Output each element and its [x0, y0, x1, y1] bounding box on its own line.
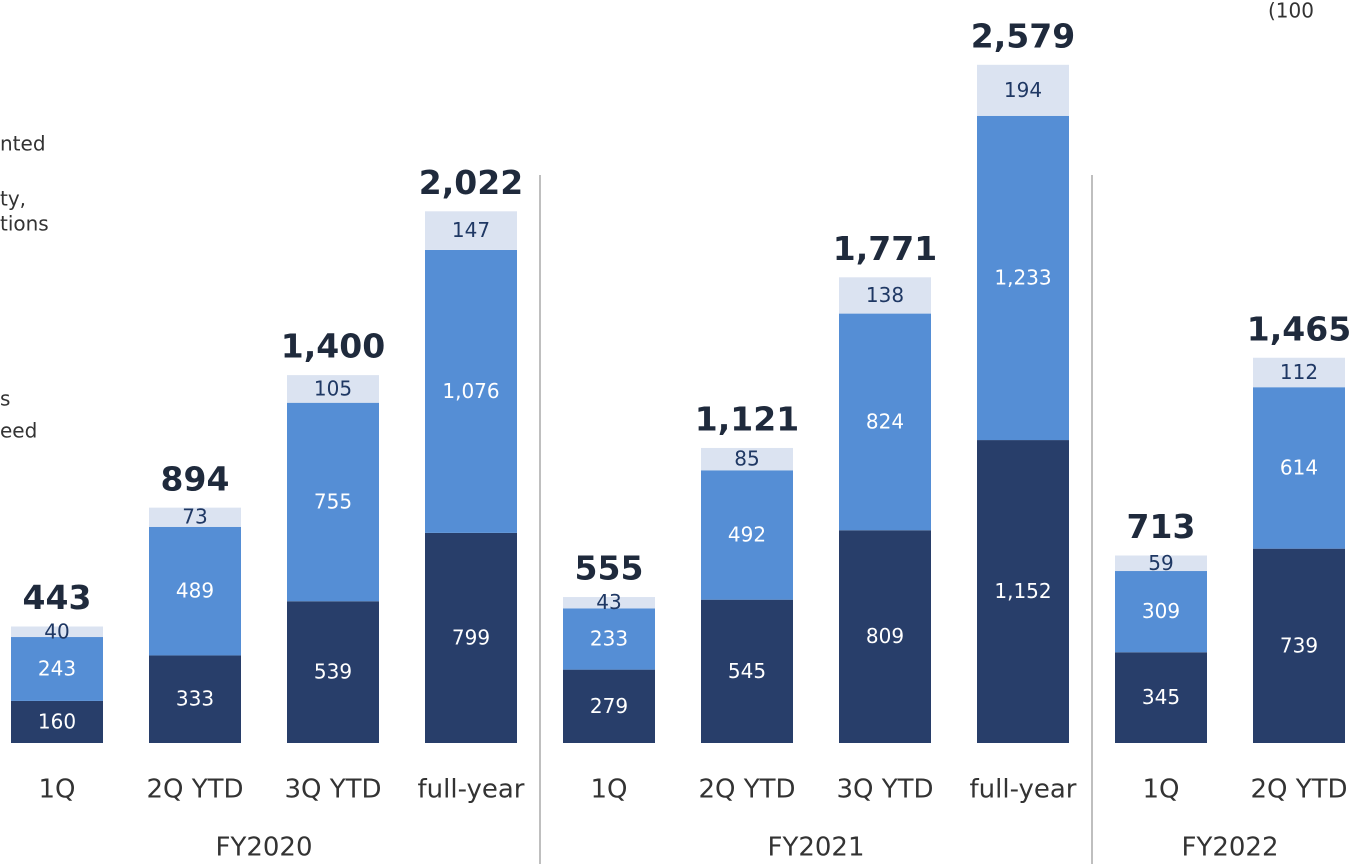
x-tick-label: full-year — [969, 775, 1076, 805]
x-tick-label: full-year — [417, 775, 524, 805]
segment-label: 1,233 — [994, 265, 1051, 289]
total-label: 1,465 — [1247, 309, 1351, 348]
segment-label: 147 — [452, 218, 490, 242]
x-tick-label: 1Q — [590, 775, 627, 805]
bar-segment — [1115, 555, 1207, 572]
segment-label: 614 — [1280, 455, 1318, 479]
bar-segment — [977, 115, 1069, 441]
bar-segment — [839, 530, 931, 743]
bar-segment — [287, 375, 379, 403]
segment-label: 345 — [1142, 685, 1180, 709]
bar-segment — [1253, 357, 1345, 388]
bar-segment — [563, 669, 655, 743]
bar-segment — [701, 599, 793, 743]
segment-label: 160 — [38, 709, 76, 733]
segment-label: 539 — [314, 660, 352, 684]
group-label: FY2020 — [215, 833, 312, 863]
x-tick-label: 2Q YTD — [146, 775, 243, 805]
legend-fragment: ty, — [0, 187, 26, 211]
bar-segment — [563, 597, 655, 609]
segment-label: 739 — [1280, 633, 1318, 657]
segment-label: 243 — [38, 656, 76, 680]
bar-segment — [839, 277, 931, 314]
segment-label: 824 — [866, 409, 904, 433]
total-label: 555 — [575, 549, 644, 588]
bar-segment — [839, 313, 931, 531]
bar-segment — [287, 601, 379, 743]
total-label: 2,579 — [971, 16, 1075, 55]
segment-label: 105 — [314, 376, 352, 400]
bar-segment — [1115, 652, 1207, 743]
group-label: FY2021 — [767, 833, 864, 863]
total-label: 2,022 — [419, 163, 523, 202]
bar-segment — [149, 507, 241, 527]
legend-fragment: nted — [0, 132, 46, 156]
segment-label: 1,076 — [442, 379, 499, 403]
bar-segment — [149, 526, 241, 656]
x-tick-label: 2Q YTD — [1250, 775, 1347, 805]
bar-segment — [11, 626, 103, 638]
bar-segment — [287, 402, 379, 602]
legend-fragment: s — [0, 387, 10, 411]
legend-fragment: eed — [0, 419, 37, 443]
bar-segment — [1115, 571, 1207, 653]
segment-label: 1,152 — [994, 579, 1051, 603]
bar-segment — [701, 470, 793, 600]
bar-segment — [977, 440, 1069, 743]
total-label: 1,400 — [281, 326, 385, 365]
unit-label: (100 — [1268, 0, 1314, 23]
segment-label: 85 — [734, 447, 759, 471]
segment-label: 799 — [452, 625, 490, 649]
segment-label: 279 — [590, 694, 628, 718]
bar-segment — [149, 655, 241, 743]
segment-label: 43 — [596, 590, 621, 614]
bar-segment — [425, 249, 517, 533]
total-label: 1,771 — [833, 229, 937, 268]
segment-label: 194 — [1004, 78, 1042, 102]
segment-label: 138 — [866, 283, 904, 307]
segment-label: 40 — [44, 619, 69, 643]
x-tick-label: 1Q — [38, 775, 75, 805]
x-tick-label: 1Q — [1142, 775, 1179, 805]
x-tick-label: 2Q YTD — [698, 775, 795, 805]
x-tick-label: 3Q YTD — [284, 775, 381, 805]
segment-label: 809 — [866, 624, 904, 648]
segment-label: 489 — [176, 579, 214, 603]
x-tick-label: 3Q YTD — [836, 775, 933, 805]
bar-segment — [425, 211, 517, 250]
segment-label: 545 — [728, 659, 766, 683]
segment-label: 233 — [590, 626, 628, 650]
bar-segment — [1253, 387, 1345, 549]
group-label: FY2022 — [1181, 833, 1278, 863]
bar-segment — [563, 608, 655, 670]
total-label: 713 — [1127, 507, 1196, 546]
segment-label: 755 — [314, 489, 352, 513]
bar-segment — [11, 700, 103, 743]
bar-segment — [1253, 548, 1345, 743]
segment-label: 333 — [176, 687, 214, 711]
total-label: 1,121 — [695, 400, 799, 439]
segment-label: 309 — [1142, 599, 1180, 623]
total-label: 443 — [23, 578, 92, 617]
segment-label: 112 — [1280, 360, 1318, 384]
segment-label: 492 — [728, 522, 766, 546]
legend-fragment: tions — [0, 212, 49, 236]
bar-segment — [425, 532, 517, 743]
segment-label: 59 — [1148, 551, 1173, 575]
bar-segment — [701, 447, 793, 471]
total-label: 894 — [161, 459, 230, 498]
bar-segment — [11, 637, 103, 701]
segment-label: 73 — [182, 505, 207, 529]
bar-segment — [977, 64, 1069, 116]
